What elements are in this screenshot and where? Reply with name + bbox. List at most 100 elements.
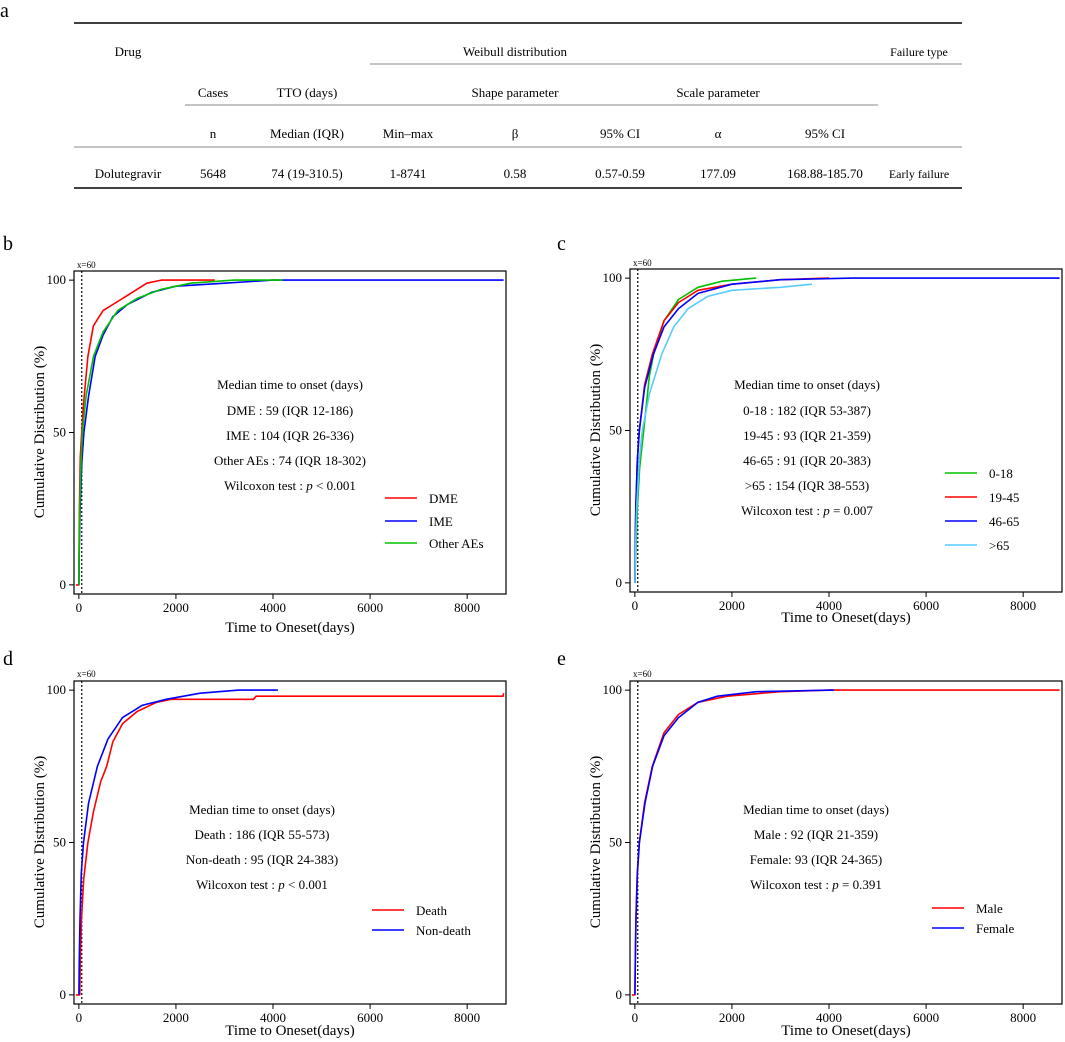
test-prefix-d: Wilcoxon test : (196, 877, 278, 892)
legend-label-female: Female (976, 921, 1014, 936)
header-ci1: 95% CI (600, 126, 640, 141)
x-tick-label-c-4000: 4000 (816, 598, 842, 613)
ylabel-b: Cumulative Distribution (%) (32, 346, 48, 518)
test-prefix-e: Wilcoxon test : (750, 877, 832, 892)
x-tick-label-c-6000: 6000 (913, 598, 939, 613)
annot-line-d-1: Death : 186 (IQR 55-573) (194, 827, 329, 842)
header-scale: Scale parameter (676, 85, 760, 100)
header-median-iqr: Median (IQR) (270, 126, 344, 141)
ylabel-d: Cumulative Distribution (%) (32, 756, 48, 928)
ylabel-e: Cumulative Distribution (%) (588, 756, 604, 928)
annot-line-e-1: Male : 92 (IQR 21-359) (754, 827, 878, 842)
legend-label-other: Other AEs (429, 536, 484, 551)
series-line-c-65 (634, 283, 813, 583)
panel-d: d x=60 0 2000 4000 6000 8000 0 50 100 Cumulativ… (3, 648, 507, 1039)
test-value-b: < 0.001 (313, 478, 356, 493)
header-shape: Shape parameter (472, 85, 560, 100)
legend-label-0-18: 0-18 (989, 466, 1013, 481)
series-line-d-death (75, 693, 505, 996)
legend-label-dme: DME (429, 491, 458, 506)
panel-letter-c: c (557, 233, 566, 255)
x-tick-label-d-8000: 8000 (454, 1010, 480, 1025)
series-line-c-0-18 (634, 277, 757, 583)
header-beta: β (512, 126, 519, 141)
legend-label-male: Male (976, 901, 1003, 916)
panel-c: c x=60 0 2000 4000 6000 8000 0 50 100 Cumulativ… (557, 233, 1063, 626)
vline-label-b: x=60 (77, 260, 96, 270)
xlabel-b: Time to Oneset(days) (225, 620, 354, 636)
x-tick-label-c-8000: 8000 (1010, 598, 1036, 613)
annot-test-d: Wilcoxon test : p < 0.001 (196, 877, 328, 892)
header-ci2: 95% CI (805, 126, 845, 141)
header-alpha: α (715, 126, 722, 141)
test-p-d: p (277, 877, 285, 892)
legend-c: 0-18 19-45 46-65 >65 (945, 466, 1019, 553)
annotation-d: Median time to onset (days) Death : 186 … (186, 802, 338, 892)
x-tick-label-d-2000: 2000 (163, 1010, 189, 1025)
x-tick-label-b-2000: 2000 (163, 600, 189, 615)
cell-beta: 0.58 (504, 166, 527, 181)
test-p-b: p (305, 478, 313, 493)
x-tick-label-e-6000: 6000 (913, 1010, 939, 1025)
y-tick-label-e-100: 100 (603, 682, 623, 697)
chart-area-b: 0 2000 4000 6000 8000 0 50 100 (47, 271, 504, 615)
legend-b: DME IME Other AEs (385, 491, 484, 551)
y-tick-label-e-50: 50 (609, 835, 622, 850)
annot-line-c-1: 0-18 : 182 (IQR 53-387) (743, 403, 871, 418)
panel-b: b x=60 0 2000 4000 6000 8000 0 50 100 Cumulativ… (3, 233, 507, 636)
series-line-e-female (634, 689, 834, 995)
y-tick-label-d-100: 100 (47, 682, 67, 697)
xlabel-c: Time to Oneset(days) (781, 610, 910, 626)
annotation-e: Median time to onset (days) Male : 92 (I… (743, 802, 889, 892)
header-n: n (210, 126, 217, 141)
test-p-c: p (822, 503, 830, 518)
x-tick-label-e-8000: 8000 (1010, 1010, 1036, 1025)
annot-line-c-3: 46-65 : 91 (IQR 20-383) (743, 453, 871, 468)
annot-title-e: Median time to onset (days) (743, 802, 889, 817)
cell-n: 5648 (200, 166, 226, 181)
header-min-max: Min–max (383, 126, 434, 141)
y-tick-label-d-50: 50 (53, 835, 66, 850)
x-tick-label-c-2000: 2000 (719, 598, 745, 613)
test-value-e: = 0.391 (839, 877, 882, 892)
x-tick-label-b-0: 0 (76, 600, 83, 615)
annot-line-d-2: Non-death : 95 (IQR 24-383) (186, 852, 338, 867)
cell-alpha-ci: 168.88-185.70 (787, 166, 863, 181)
x-tick-label-e-4000: 4000 (816, 1010, 842, 1025)
annotation-c: Median time to onset (days) 0-18 : 182 (… (734, 377, 880, 518)
series-line-b-other-aes (78, 279, 283, 585)
annot-title-c: Median time to onset (days) (734, 377, 880, 392)
series-line-c-46-65 (634, 277, 1060, 583)
y-tick-label-b-0: 0 (60, 577, 67, 592)
annot-title-b: Median time to onset (days) (217, 377, 363, 392)
x-tick-label-b-6000: 6000 (357, 600, 383, 615)
annot-line-e-2: Female: 93 (IQR 24-365) (750, 852, 883, 867)
panel-letter-a: a (0, 0, 9, 22)
test-value-c: = 0.007 (830, 503, 874, 518)
annot-line-c-4: >65 : 154 (IQR 38-553) (745, 478, 869, 493)
annot-test-c: Wilcoxon test : p = 0.007 (741, 503, 873, 518)
test-prefix-c: Wilcoxon test : (741, 503, 823, 518)
x-tick-label-d-6000: 6000 (357, 1010, 383, 1025)
panel-letter-b: b (3, 233, 13, 255)
cell-alpha: 177.09 (700, 166, 736, 181)
x-tick-label-c-0: 0 (632, 598, 639, 613)
legend-label-death: Death (416, 903, 448, 918)
header-drug: Drug (115, 44, 142, 59)
annot-test-e: Wilcoxon test : p = 0.391 (750, 877, 882, 892)
annot-line-b-1: DME : 59 (IQR 12-186) (227, 403, 353, 418)
cell-min-max: 1-8741 (390, 166, 427, 181)
annotation-b: Median time to onset (days) DME : 59 (IQ… (214, 377, 366, 493)
x-tick-label-b-4000: 4000 (260, 600, 286, 615)
series-line-e-male (631, 689, 1060, 996)
test-p-e: p (831, 877, 839, 892)
y-tick-label-d-0: 0 (60, 987, 67, 1002)
vline-label-e: x=60 (633, 669, 652, 679)
x-tick-label-e-0: 0 (632, 1010, 639, 1025)
xlabel-e: Time to Oneset(days) (781, 1023, 910, 1039)
annot-test-b: Wilcoxon test : p < 0.001 (224, 478, 356, 493)
legend-label-19-45: 19-45 (989, 490, 1019, 505)
xlabel-d: Time to Oneset(days) (225, 1023, 354, 1039)
panel-letter-e: e (557, 648, 566, 670)
